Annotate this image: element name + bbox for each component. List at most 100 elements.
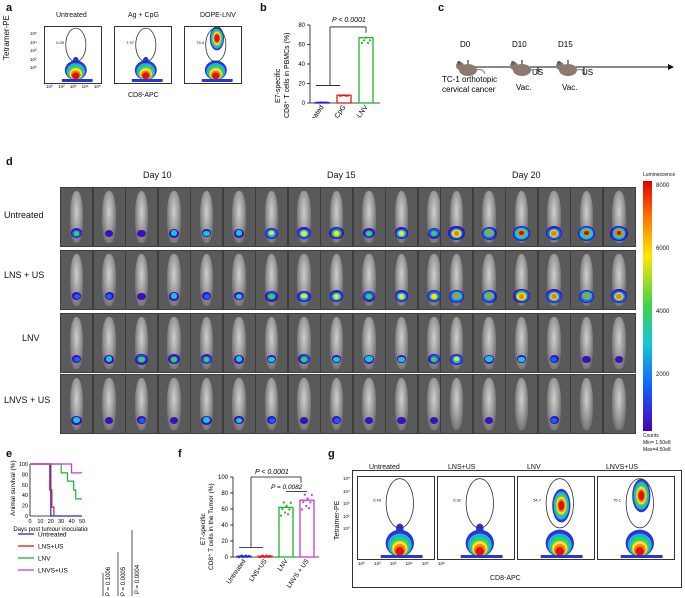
tumor-signal <box>106 293 112 299</box>
gate-percent: 75.1 <box>613 498 622 503</box>
f-point <box>300 508 304 511</box>
mouse-image <box>320 374 353 434</box>
tumor-signal <box>614 355 624 363</box>
day-d10: D10 <box>512 40 527 49</box>
e-ytick-label: 40 <box>22 493 28 499</box>
colorbar-tick-4000: 4000 <box>656 309 670 315</box>
mouse-icon-d15 <box>556 61 586 76</box>
e-xlabel: Days post tumour inoculation <box>13 527 88 533</box>
gate-percent: 0.32 <box>453 498 462 503</box>
panel-a-title-2: DOPE-LNV <box>200 12 236 19</box>
tumor-signal <box>333 356 340 362</box>
tumor-signal <box>551 417 557 423</box>
panel-a-title-1: Ag + CpG <box>128 12 159 19</box>
tumor-signal <box>333 417 340 423</box>
mouse-image <box>190 250 223 310</box>
gate-percent: 7.97 <box>126 40 135 45</box>
mouse-image <box>287 250 321 310</box>
vac-label-2: Vac. <box>562 83 577 92</box>
mouse-image <box>125 187 158 247</box>
pvalue-1: P = 0.1006 <box>106 566 112 596</box>
tumor-signal <box>202 417 211 424</box>
panel-b-ylabel-1: E7-specific <box>275 68 282 103</box>
f-cat-label: LNS+US <box>248 558 269 583</box>
b-point <box>338 94 342 97</box>
panel-g-title-1: LNS+US <box>448 464 476 471</box>
gate-ellipse <box>545 478 574 529</box>
f-bar <box>278 506 294 558</box>
flow-baseline <box>131 79 163 82</box>
b-point <box>346 94 350 97</box>
mouse-image <box>320 313 353 373</box>
tumor-signal <box>431 356 437 362</box>
mouse-icon-d0 <box>456 61 486 76</box>
tumor-signal <box>364 416 374 424</box>
mouse-image <box>255 374 288 434</box>
tumor-signal <box>365 356 373 363</box>
b-point <box>322 101 326 104</box>
mouse-icon-d10 <box>510 61 540 76</box>
tumor-signal <box>138 417 145 423</box>
gate-ellipse <box>135 27 157 63</box>
pvalue-2: P = 0.0005 <box>121 566 127 596</box>
mouse-image <box>125 374 158 434</box>
mouse-image <box>440 374 473 434</box>
b-point <box>316 101 320 104</box>
panel-g-xlabel: CD8-APC <box>490 575 521 582</box>
flow-plot-ag-cpg: 7.97 <box>114 26 172 84</box>
flow-plot-g-lnv: 54.7 <box>517 476 595 560</box>
mouse-image <box>602 187 636 247</box>
row-label-lns-us: LNS + US <box>4 270 45 280</box>
e-ytick-label: 0 <box>25 514 28 520</box>
f-ytick-label: 80 <box>221 491 228 497</box>
f-ytick-label: 100 <box>218 475 229 481</box>
f-point <box>261 554 264 557</box>
tumor-signal <box>268 230 275 236</box>
panel-c-timeline: D0 D10 D15 US US Vac. Vac. TC-1 orthotop… <box>442 40 674 94</box>
f-point <box>268 554 271 558</box>
f-point <box>306 497 309 500</box>
tumor-signal <box>429 416 439 424</box>
f-cat-label: LNV <box>277 558 290 573</box>
flow-density <box>212 72 220 80</box>
tumor-signal <box>170 293 178 300</box>
panel-g-frame <box>352 470 682 588</box>
flow-density-upper <box>476 523 484 534</box>
f-point <box>310 493 313 497</box>
tumor-signal <box>104 229 114 237</box>
mouse-image <box>157 250 191 310</box>
flow-plot-untreated: 0.29 <box>44 26 102 84</box>
mouse-image <box>537 313 571 373</box>
panel-g-letter: g <box>328 448 335 460</box>
e-ytick-label: 100 <box>19 462 28 468</box>
gate-percent: 0.29 <box>56 40 65 45</box>
tumor-signal <box>584 231 589 236</box>
flow-density <box>555 547 564 556</box>
mouse-image <box>385 374 418 434</box>
tumor-signal <box>301 293 307 299</box>
mouse-image <box>472 374 506 434</box>
flow-density <box>635 547 644 556</box>
mouse-image <box>602 313 636 373</box>
tumor-signal <box>333 230 340 236</box>
gate-percent: 54.7 <box>533 498 542 503</box>
panel-a-title-0: Untreated <box>56 12 87 19</box>
gate-ellipse <box>385 478 414 529</box>
f-bar <box>299 499 315 558</box>
mouse-image <box>352 250 386 310</box>
tumor-signal <box>431 293 437 299</box>
mouse-image <box>570 187 603 247</box>
flow-baseline <box>460 555 503 558</box>
tumor-signal <box>518 356 525 362</box>
panel-f-ylabel-1: E7-specific <box>200 512 207 545</box>
mouse-image <box>60 374 93 434</box>
tumor-signal <box>299 416 309 424</box>
mouse-image <box>287 313 321 373</box>
b-ytick-label: 20 <box>298 82 305 88</box>
gate-ellipse <box>65 27 87 63</box>
b-point <box>364 36 368 39</box>
panel-g-title-0: Untreated <box>369 464 400 471</box>
f-point <box>288 508 291 511</box>
b-point <box>340 94 344 97</box>
tumor-signal <box>551 356 557 362</box>
